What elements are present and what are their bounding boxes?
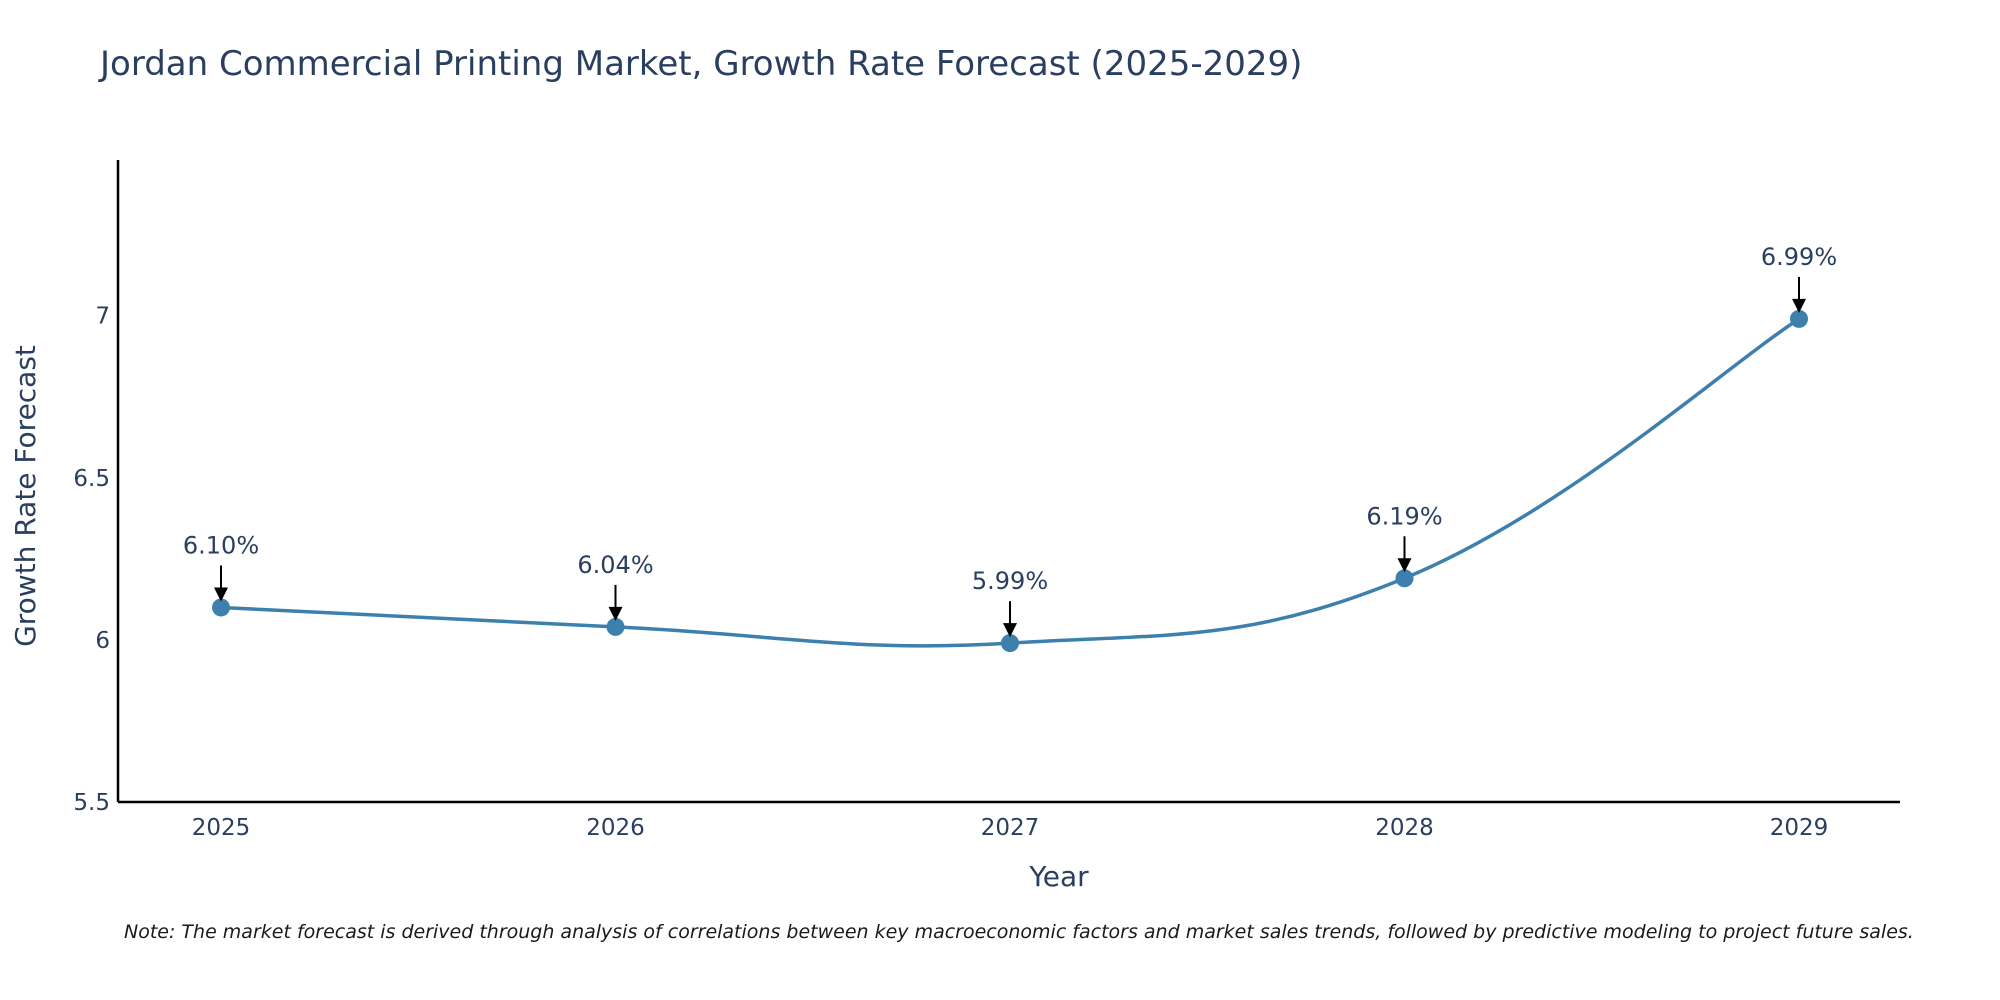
chart-title: Jordan Commercial Printing Market, Growt…: [100, 44, 1303, 84]
data-point-2027: [1001, 634, 1019, 653]
x-tick-label: 2027: [981, 815, 1040, 841]
annotation-2029: 6.99%: [1761, 243, 1837, 313]
annotation-arrow-head: [1003, 623, 1017, 638]
y-tick-label: 6.5: [73, 466, 110, 492]
chart-note: Note: The market forecast is derived thr…: [124, 921, 1914, 943]
data-point-2026: [606, 617, 625, 636]
annotation-2025: 6.10%: [183, 531, 259, 602]
annotation-2028: 6.19%: [1366, 502, 1443, 573]
y-tick-label: 7: [95, 304, 110, 330]
x-axis-title: Year: [1028, 860, 1089, 893]
data-label: 5.99%: [972, 567, 1048, 595]
annotation-2027: 5.99%: [972, 567, 1048, 638]
data-label: 6.10%: [183, 531, 259, 559]
y-axis-title: Growth Rate Forecast: [9, 345, 42, 647]
series-line: [220, 317, 1800, 648]
x-tick-label: 2026: [586, 815, 645, 841]
annotation-arrow-head: [1397, 558, 1412, 573]
y-tick-label: 5.5: [73, 790, 110, 816]
annotations: 6.10% 6.04% 5.99% 6.19% 6.99%: [183, 243, 1837, 638]
data-label: 6.19%: [1366, 502, 1442, 530]
annotation-arrow-head: [608, 606, 623, 621]
x-tick-label: 2025: [192, 815, 251, 841]
y-tick-label: 6: [95, 628, 110, 654]
x-tick-label: 2028: [1375, 815, 1434, 841]
data-label: 6.99%: [1761, 243, 1837, 271]
data-point-2029: [1790, 309, 1808, 328]
annotation-2026: 6.04%: [577, 551, 654, 621]
x-ticks: 2025 2026 2027 2028 2029: [192, 815, 1829, 841]
data-point-2028: [1395, 569, 1414, 588]
annotation-arrow-head: [1792, 298, 1806, 313]
data-label: 6.04%: [577, 551, 653, 579]
data-point-2025: [212, 598, 230, 617]
axes: [116, 160, 1900, 804]
annotation-arrow-head: [214, 587, 228, 602]
markers: [212, 309, 1808, 653]
x-tick-label: 2029: [1770, 815, 1829, 841]
y-ticks: 5.5 6 6.5 7: [73, 304, 110, 816]
